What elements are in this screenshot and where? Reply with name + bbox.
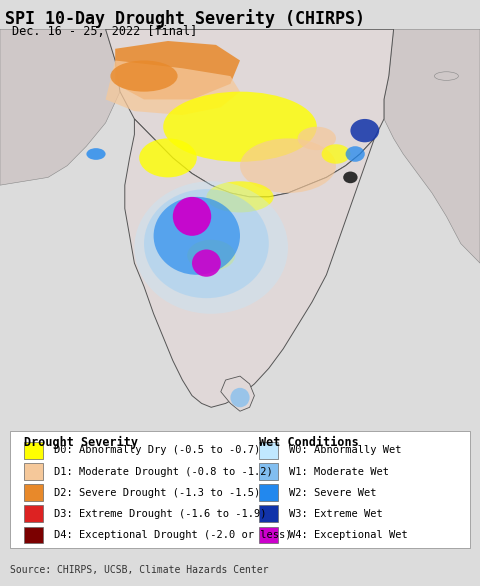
Bar <box>24 506 43 522</box>
Bar <box>24 442 43 459</box>
Text: D4: Exceptional Drought (-2.0 or less): D4: Exceptional Drought (-2.0 or less) <box>54 530 291 540</box>
Ellipse shape <box>139 138 197 178</box>
Ellipse shape <box>322 144 350 163</box>
Text: D0: Abnormally Dry (-0.5 to -0.7): D0: Abnormally Dry (-0.5 to -0.7) <box>54 445 260 455</box>
Polygon shape <box>0 29 120 185</box>
Ellipse shape <box>206 181 274 213</box>
Ellipse shape <box>187 240 235 271</box>
Text: Dec. 16 - 25, 2022 [final]: Dec. 16 - 25, 2022 [final] <box>12 25 197 38</box>
Ellipse shape <box>434 71 458 80</box>
Text: D3: Extreme Drought (-1.6 to -1.9): D3: Extreme Drought (-1.6 to -1.9) <box>54 509 266 519</box>
Text: Drought Severity: Drought Severity <box>24 436 138 449</box>
Bar <box>10 431 470 548</box>
Ellipse shape <box>346 146 365 162</box>
Bar <box>259 506 278 522</box>
Bar <box>24 527 43 543</box>
Text: SPI 10-Day Drought Severity (CHIRPS): SPI 10-Day Drought Severity (CHIRPS) <box>5 9 365 28</box>
Ellipse shape <box>173 197 211 236</box>
Bar <box>259 527 278 543</box>
Ellipse shape <box>350 119 379 142</box>
Text: Source: CHIRPS, UCSB, Climate Hazards Center: Source: CHIRPS, UCSB, Climate Hazards Ce… <box>10 565 268 575</box>
Text: W1: Moderate Wet: W1: Moderate Wet <box>289 466 389 476</box>
Bar <box>24 464 43 480</box>
Bar <box>259 485 278 501</box>
Polygon shape <box>221 376 254 411</box>
Bar <box>259 442 278 459</box>
Bar <box>259 464 278 480</box>
Polygon shape <box>125 119 374 407</box>
Text: W2: Severe Wet: W2: Severe Wet <box>289 488 376 498</box>
Text: W4: Exceptional Wet: W4: Exceptional Wet <box>289 530 408 540</box>
Polygon shape <box>384 29 480 263</box>
Ellipse shape <box>86 148 106 160</box>
Ellipse shape <box>144 189 269 298</box>
Text: W3: Extreme Wet: W3: Extreme Wet <box>289 509 383 519</box>
Text: D2: Severe Drought (-1.3 to -1.5): D2: Severe Drought (-1.3 to -1.5) <box>54 488 260 498</box>
Polygon shape <box>106 29 394 197</box>
Ellipse shape <box>240 138 336 193</box>
Text: Wet Conditions: Wet Conditions <box>259 436 359 449</box>
Ellipse shape <box>192 250 221 277</box>
Polygon shape <box>115 41 240 100</box>
Ellipse shape <box>154 197 240 275</box>
Bar <box>24 485 43 501</box>
Ellipse shape <box>230 388 250 407</box>
Ellipse shape <box>343 172 358 183</box>
Text: W0: Abnormally Wet: W0: Abnormally Wet <box>289 445 401 455</box>
Ellipse shape <box>163 91 317 162</box>
Polygon shape <box>106 60 240 115</box>
Ellipse shape <box>110 60 178 91</box>
Text: D1: Moderate Drought (-0.8 to -1.2): D1: Moderate Drought (-0.8 to -1.2) <box>54 466 273 476</box>
Ellipse shape <box>298 127 336 150</box>
Ellipse shape <box>134 181 288 314</box>
